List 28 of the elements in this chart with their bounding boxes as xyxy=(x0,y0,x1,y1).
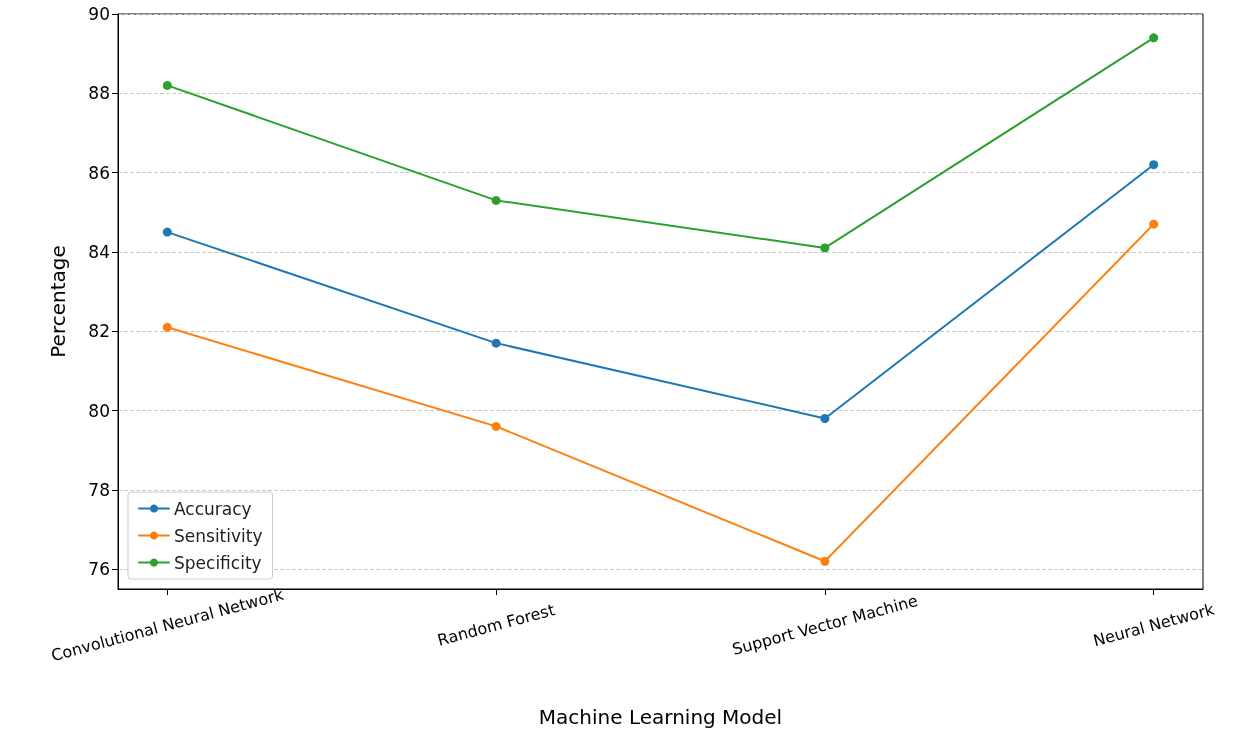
y-tick-label: 88 xyxy=(88,83,110,104)
y-tick-label: 76 xyxy=(88,559,110,580)
y-tick-label: 84 xyxy=(88,241,110,262)
legend-label: Sensitivity xyxy=(174,525,263,546)
point xyxy=(491,421,501,431)
y-axis-title: Percentage xyxy=(46,245,70,358)
x-tick-label: Random Forest xyxy=(435,600,557,650)
y-tick-label: 82 xyxy=(88,321,110,342)
x-tick-label: Support Vector Machine xyxy=(730,591,920,659)
point xyxy=(162,227,172,237)
y-tick-label: 86 xyxy=(88,162,110,183)
point xyxy=(1149,219,1159,229)
y-tick-label: 78 xyxy=(88,479,110,500)
y-tick-label: 90 xyxy=(88,4,110,24)
point xyxy=(162,322,172,332)
legend-label: Specificity xyxy=(174,552,262,573)
point xyxy=(1149,160,1159,170)
x-tick-label: Neural Network xyxy=(1091,599,1218,651)
x-axis-title: Machine Learning Model xyxy=(538,705,783,729)
point xyxy=(820,556,830,566)
legend-label: Accuracy xyxy=(174,498,252,519)
point xyxy=(820,413,830,423)
point xyxy=(491,195,501,205)
point xyxy=(491,338,501,348)
point xyxy=(162,80,172,90)
point xyxy=(1149,33,1159,43)
y-tick-label: 80 xyxy=(88,400,110,421)
point xyxy=(820,243,830,253)
